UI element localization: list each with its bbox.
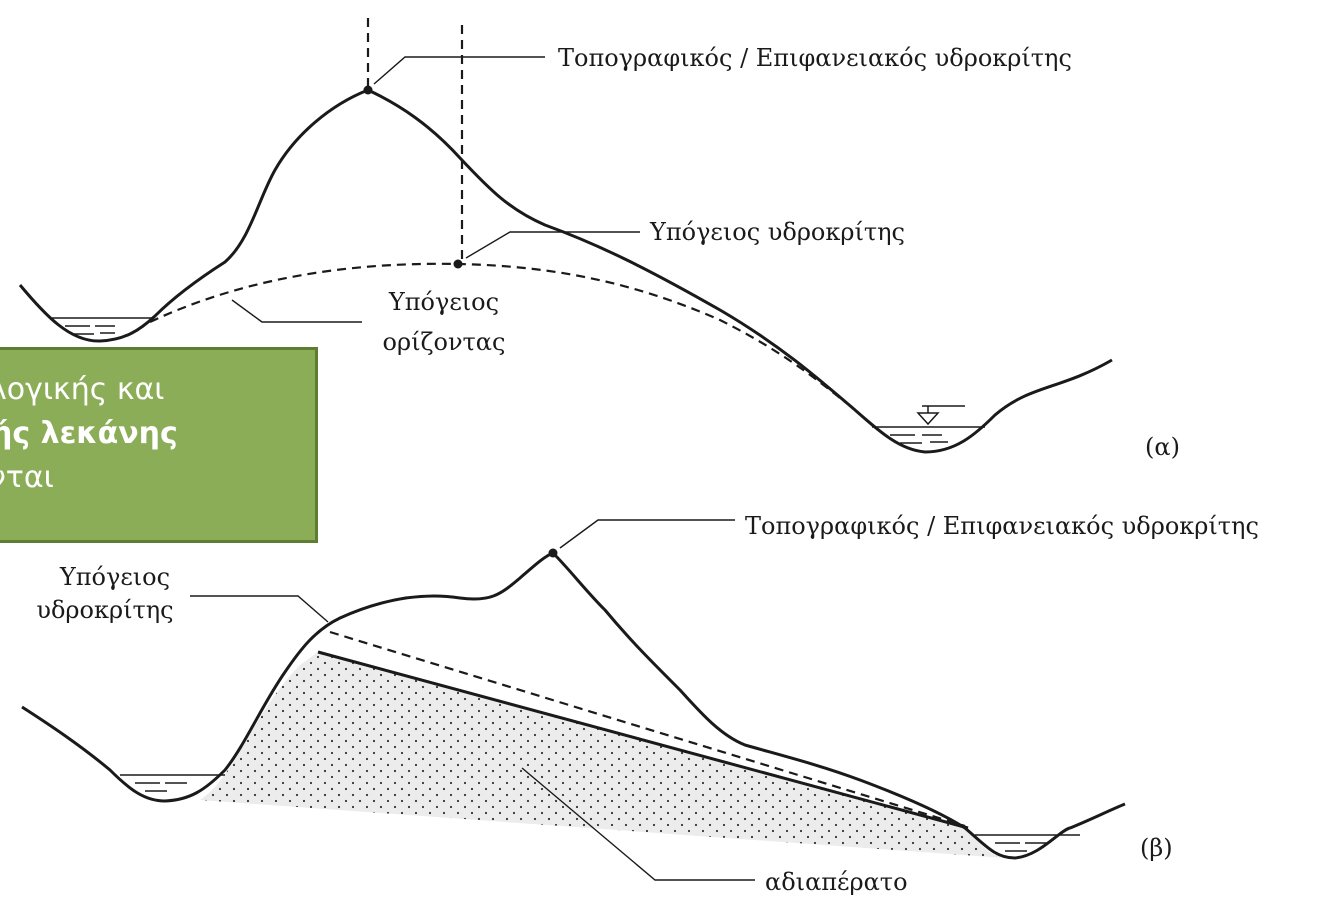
label: αδιαπέρατο bbox=[765, 868, 908, 896]
terrain bbox=[18, 88, 1113, 454]
divide-point bbox=[453, 259, 463, 269]
tag: (α) bbox=[1145, 433, 1180, 461]
overlay-line: λογικής και bbox=[0, 372, 165, 407]
label: υδροκρίτης bbox=[36, 596, 173, 624]
overlay-line: ής λεκάνης bbox=[0, 416, 178, 451]
overlay-box: λογικής και ής λεκάνης νται bbox=[0, 347, 318, 543]
leader bbox=[190, 595, 329, 623]
water-level-symbol bbox=[916, 405, 965, 426]
label: ορίζοντας bbox=[383, 328, 506, 356]
impermeable-zone bbox=[200, 652, 1005, 858]
water-hatch bbox=[890, 434, 948, 444]
leader bbox=[521, 767, 755, 881]
leader bbox=[465, 231, 640, 259]
water-hatch bbox=[65, 325, 115, 335]
peak-point bbox=[548, 548, 558, 558]
diagram-a: Τοπογραφικός / Επιφανειακός υδροκρίτης Υ… bbox=[18, 18, 1180, 461]
leader bbox=[559, 519, 735, 549]
peak-point bbox=[363, 85, 373, 95]
label: Υπόγειος bbox=[59, 563, 170, 591]
label: Τοπογραφικός / Επιφανειακός υδροκρίτης bbox=[558, 44, 1072, 72]
water-hatch bbox=[995, 842, 1047, 852]
label: Τοπογραφικός / Επιφανειακός υδροκρίτης bbox=[745, 512, 1259, 540]
tag: (β) bbox=[1140, 834, 1173, 862]
label: Υπόγειος bbox=[388, 288, 499, 316]
water-hatch bbox=[135, 782, 187, 792]
leader bbox=[373, 56, 545, 85]
label: Υπόγειος υδροκρίτης bbox=[649, 218, 905, 246]
leader bbox=[231, 299, 362, 323]
overlay-line: νται bbox=[0, 460, 54, 495]
diagram-b: Τοπογραφικός / Επιφανειακός υδροκρίτης Υ… bbox=[21, 512, 1259, 896]
impermeable-boundary bbox=[317, 650, 969, 830]
groundwater-line bbox=[329, 630, 966, 828]
